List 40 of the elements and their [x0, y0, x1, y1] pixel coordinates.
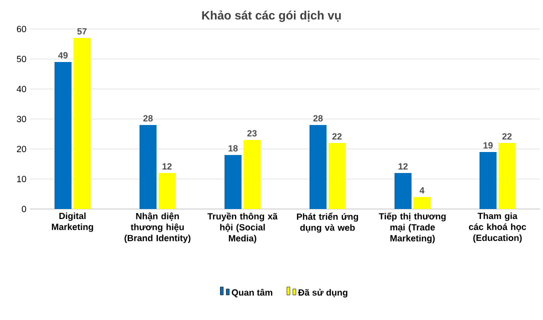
- x-tick-label: Tiếp thị thương mại (Trade Marketing): [378, 212, 446, 244]
- data-label: 22: [332, 133, 342, 140]
- bar: [224, 155, 242, 209]
- bar: [158, 173, 176, 209]
- bar: [73, 38, 90, 209]
- bar: [394, 173, 412, 209]
- data-label: 22: [502, 133, 512, 140]
- bar: [54, 62, 72, 209]
- data-label: 12: [398, 163, 408, 170]
- data-label: 12: [162, 163, 172, 170]
- legend-label: Quan tâm: [232, 288, 272, 298]
- data-label: 57: [77, 28, 87, 34]
- y-tick-label: 20: [16, 146, 26, 152]
- bar: [310, 125, 327, 209]
- chart-title: Khảo sát các gói dịch vụ: [202, 10, 341, 22]
- bar: [244, 140, 260, 209]
- bar: [140, 125, 157, 209]
- data-label: 4: [420, 187, 424, 194]
- data-label: 28: [313, 115, 323, 122]
- data-label: 23: [247, 130, 257, 136]
- data-label: 28: [143, 115, 153, 122]
- data-label: 19: [484, 142, 493, 148]
- x-tick-label: Digital Marketing: [52, 212, 94, 232]
- x-tick-label: Tham gia các khoá học (Education): [468, 212, 526, 243]
- y-tick-label: 30: [16, 116, 26, 122]
- y-tick-label: 50: [16, 56, 26, 62]
- x-tick-label: Nhận diện thương hiệu (Brand Identity): [124, 212, 190, 243]
- bar: [498, 143, 516, 209]
- data-label: 18: [228, 145, 238, 152]
- x-tick-label: Truyền thông xã hội (Social Media): [207, 212, 278, 244]
- bar: [414, 197, 430, 209]
- legend-label: Đã sử dụng: [298, 288, 348, 298]
- y-tick-label: 0: [22, 206, 26, 212]
- x-tick-label: Phát triển ứng dụng và web: [296, 212, 358, 233]
- data-label: 49: [58, 52, 68, 58]
- y-tick-label: 60: [16, 26, 26, 32]
- bar: [328, 143, 346, 209]
- y-tick-label: 10: [17, 176, 26, 182]
- y-tick-label: 40: [16, 86, 26, 92]
- bar: [480, 152, 497, 209]
